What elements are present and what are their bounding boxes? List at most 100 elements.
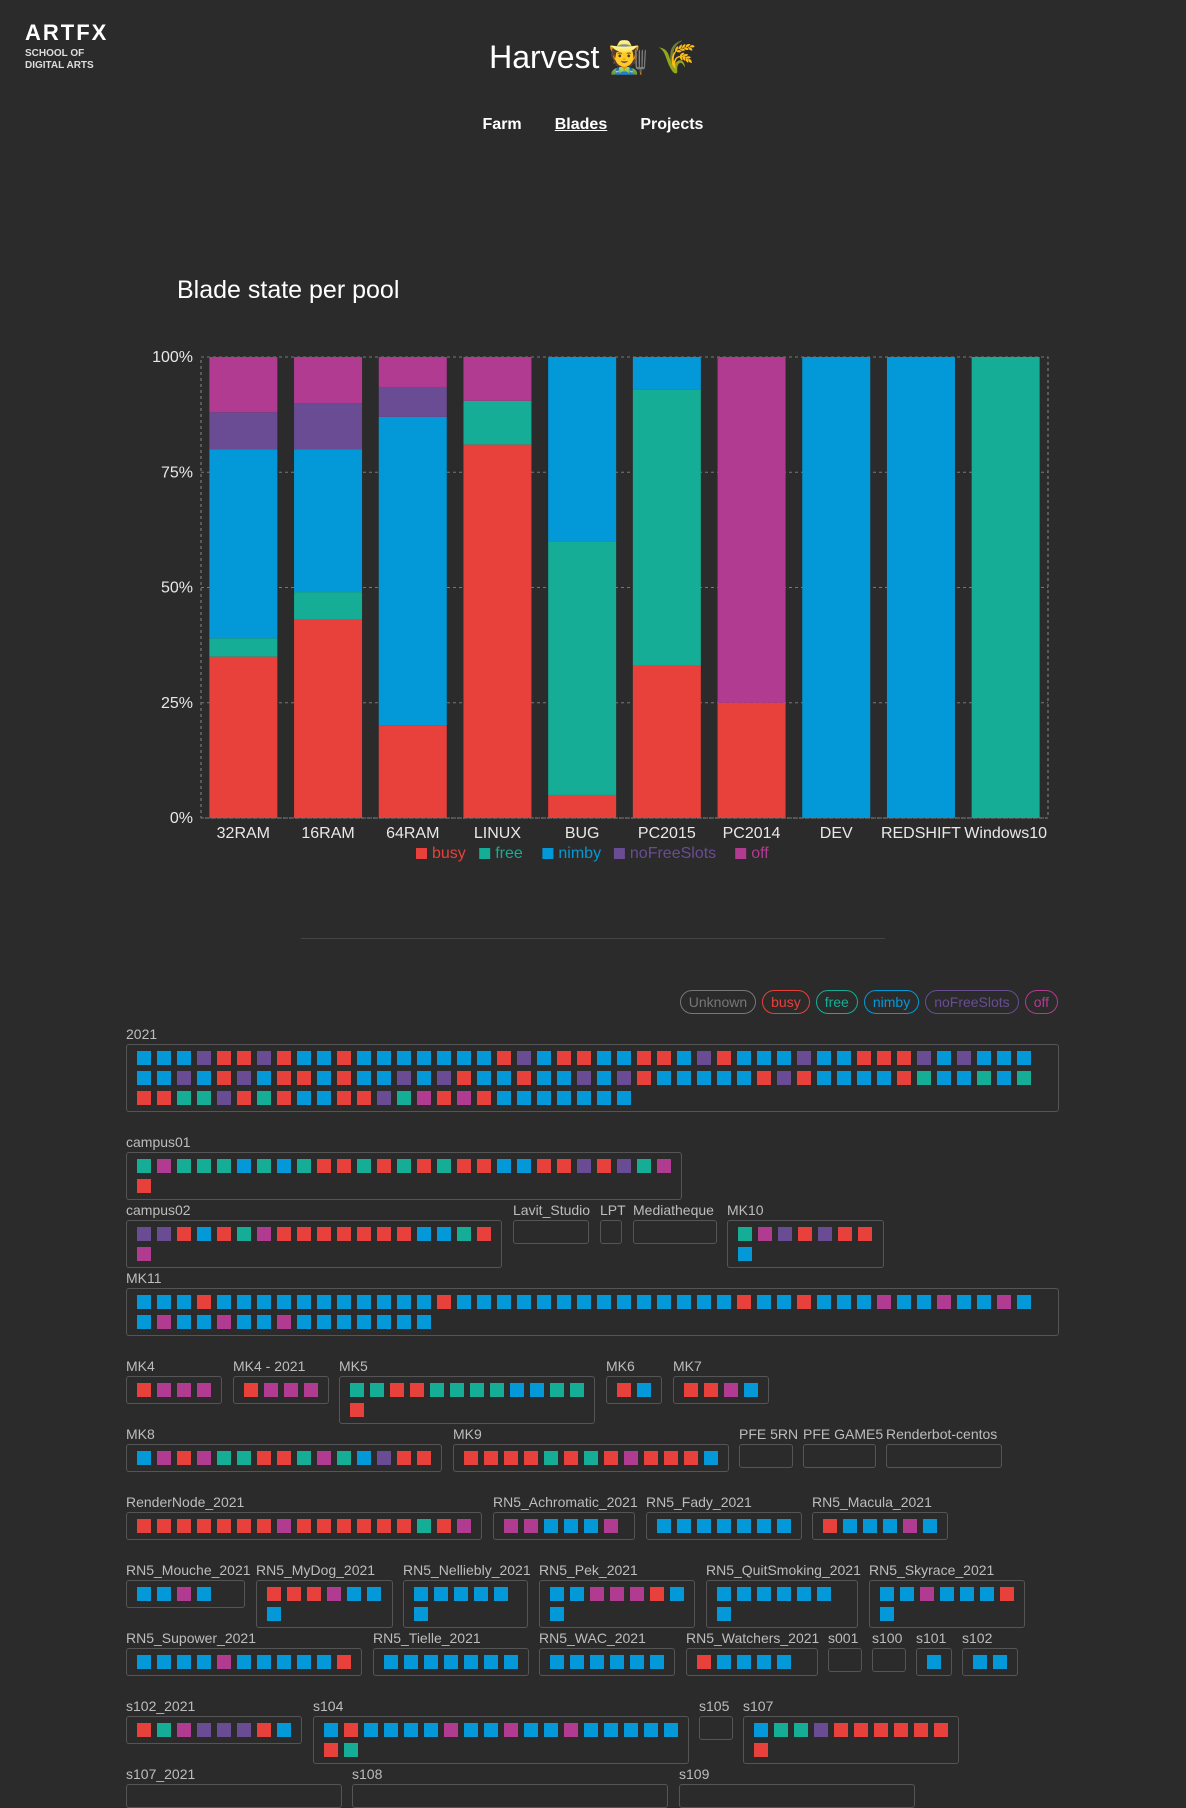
blade-square-off[interactable] bbox=[724, 1383, 738, 1397]
blade-square-nimby[interactable] bbox=[417, 1051, 431, 1065]
blade-square-free[interactable] bbox=[544, 1451, 558, 1465]
blade-square-noFreeSlots[interactable] bbox=[797, 1051, 811, 1065]
blade-square-noFreeSlots[interactable] bbox=[237, 1723, 251, 1737]
blade-square-nimby[interactable] bbox=[797, 1587, 811, 1601]
blade-square-busy[interactable] bbox=[684, 1383, 698, 1397]
blade-square-nimby[interactable] bbox=[237, 1655, 251, 1669]
blade-square-busy[interactable] bbox=[504, 1451, 518, 1465]
blade-square-busy[interactable] bbox=[564, 1451, 578, 1465]
blade-square-nimby[interactable] bbox=[757, 1655, 771, 1669]
blade-square-noFreeSlots[interactable] bbox=[197, 1051, 211, 1065]
blade-square-nimby[interactable] bbox=[337, 1295, 351, 1309]
blade-square-nimby[interactable] bbox=[357, 1451, 371, 1465]
blade-square-nimby[interactable] bbox=[1017, 1051, 1031, 1065]
blade-square-free[interactable] bbox=[794, 1723, 808, 1737]
blade-square-busy[interactable] bbox=[277, 1051, 291, 1065]
blade-square-nimby[interactable] bbox=[937, 1071, 951, 1085]
blade-square-nimby[interactable] bbox=[384, 1655, 398, 1669]
blade-square-busy[interactable] bbox=[307, 1587, 321, 1601]
blade-square-off[interactable] bbox=[264, 1383, 278, 1397]
filter-chip-free[interactable]: free bbox=[815, 990, 858, 1014]
blade-square-busy[interactable] bbox=[858, 1227, 872, 1241]
blade-square-noFreeSlots[interactable] bbox=[617, 1071, 631, 1085]
blade-square-busy[interactable] bbox=[244, 1383, 258, 1397]
blade-square-noFreeSlots[interactable] bbox=[437, 1071, 451, 1085]
legend-label[interactable]: free bbox=[495, 845, 523, 862]
legend-label[interactable]: busy bbox=[432, 845, 466, 862]
blade-square-busy[interactable] bbox=[437, 1091, 451, 1105]
blade-square-nimby[interactable] bbox=[717, 1071, 731, 1085]
blade-square-nimby[interactable] bbox=[137, 1295, 151, 1309]
nav-blades[interactable]: Blades bbox=[554, 116, 608, 133]
blade-square-nimby[interactable] bbox=[960, 1587, 974, 1601]
blade-square-busy[interactable] bbox=[894, 1723, 908, 1737]
blade-square-nimby[interactable] bbox=[317, 1315, 331, 1329]
blade-square-busy[interactable] bbox=[337, 1091, 351, 1105]
blade-square-busy[interactable] bbox=[823, 1519, 837, 1533]
blade-square-nimby[interactable] bbox=[424, 1655, 438, 1669]
blade-square-nimby[interactable] bbox=[417, 1227, 431, 1241]
blade-square-busy[interactable] bbox=[237, 1519, 251, 1533]
blade-square-free[interactable] bbox=[257, 1159, 271, 1173]
bar-segment-busy[interactable] bbox=[378, 725, 447, 818]
blade-square-nimby[interactable] bbox=[570, 1587, 584, 1601]
blade-square-free[interactable] bbox=[774, 1723, 788, 1737]
blade-square-nimby[interactable] bbox=[414, 1587, 428, 1601]
blade-square-noFreeSlots[interactable] bbox=[517, 1051, 531, 1065]
blade-square-nimby[interactable] bbox=[777, 1587, 791, 1601]
blade-square-busy[interactable] bbox=[464, 1451, 478, 1465]
blade-square-busy[interactable] bbox=[664, 1451, 678, 1465]
blade-square-busy[interactable] bbox=[597, 1159, 611, 1173]
blade-square-nimby[interactable] bbox=[237, 1295, 251, 1309]
blade-square-nimby[interactable] bbox=[464, 1723, 478, 1737]
blade-square-busy[interactable] bbox=[797, 1071, 811, 1085]
blade-square-noFreeSlots[interactable] bbox=[617, 1159, 631, 1173]
blade-square-nimby[interactable] bbox=[927, 1655, 941, 1669]
blade-square-busy[interactable] bbox=[437, 1295, 451, 1309]
blade-square-noFreeSlots[interactable] bbox=[957, 1051, 971, 1065]
blade-square-busy[interactable] bbox=[217, 1051, 231, 1065]
blade-square-nimby[interactable] bbox=[863, 1519, 877, 1533]
blade-square-busy[interactable] bbox=[857, 1051, 871, 1065]
blade-square-nimby[interactable] bbox=[697, 1071, 711, 1085]
blade-square-noFreeSlots[interactable] bbox=[217, 1723, 231, 1737]
blade-square-busy[interactable] bbox=[317, 1227, 331, 1241]
blade-square-nimby[interactable] bbox=[297, 1655, 311, 1669]
blade-square-nimby[interactable] bbox=[494, 1587, 508, 1601]
blade-square-nimby[interactable] bbox=[484, 1655, 498, 1669]
blade-square-off[interactable] bbox=[304, 1383, 318, 1397]
blade-square-nimby[interactable] bbox=[377, 1071, 391, 1085]
blade-square-noFreeSlots[interactable] bbox=[137, 1227, 151, 1241]
blade-square-off[interactable] bbox=[157, 1159, 171, 1173]
blade-square-busy[interactable] bbox=[267, 1587, 281, 1601]
blade-square-nimby[interactable] bbox=[997, 1051, 1011, 1065]
blade-square-nimby[interactable] bbox=[550, 1655, 564, 1669]
blade-square-nimby[interactable] bbox=[477, 1295, 491, 1309]
blade-square-nimby[interactable] bbox=[157, 1295, 171, 1309]
blade-square-off[interactable] bbox=[444, 1723, 458, 1737]
blade-square-off[interactable] bbox=[630, 1587, 644, 1601]
blade-square-busy[interactable] bbox=[350, 1403, 364, 1417]
blade-square-nimby[interactable] bbox=[597, 1051, 611, 1065]
blade-square-busy[interactable] bbox=[297, 1071, 311, 1085]
blade-square-nimby[interactable] bbox=[917, 1295, 931, 1309]
blade-square-nimby[interactable] bbox=[157, 1655, 171, 1669]
blade-square-off[interactable] bbox=[758, 1227, 772, 1241]
blade-square-nimby[interactable] bbox=[237, 1315, 251, 1329]
blade-square-nimby[interactable] bbox=[817, 1071, 831, 1085]
blade-square-busy[interactable] bbox=[417, 1159, 431, 1173]
blade-square-nimby[interactable] bbox=[617, 1091, 631, 1105]
blade-square-busy[interactable] bbox=[357, 1519, 371, 1533]
blade-square-nimby[interactable] bbox=[993, 1655, 1007, 1669]
blade-square-nimby[interactable] bbox=[880, 1587, 894, 1601]
blade-square-nimby[interactable] bbox=[744, 1383, 758, 1397]
blade-square-free[interactable] bbox=[470, 1383, 484, 1397]
blade-square-busy[interactable] bbox=[277, 1227, 291, 1241]
blade-square-free[interactable] bbox=[584, 1451, 598, 1465]
blade-square-nimby[interactable] bbox=[577, 1091, 591, 1105]
blade-square-off[interactable] bbox=[564, 1723, 578, 1737]
blade-square-nimby[interactable] bbox=[364, 1723, 378, 1737]
blade-square-nimby[interactable] bbox=[197, 1071, 211, 1085]
blade-square-busy[interactable] bbox=[344, 1723, 358, 1737]
bar-segment-busy[interactable] bbox=[632, 665, 701, 818]
